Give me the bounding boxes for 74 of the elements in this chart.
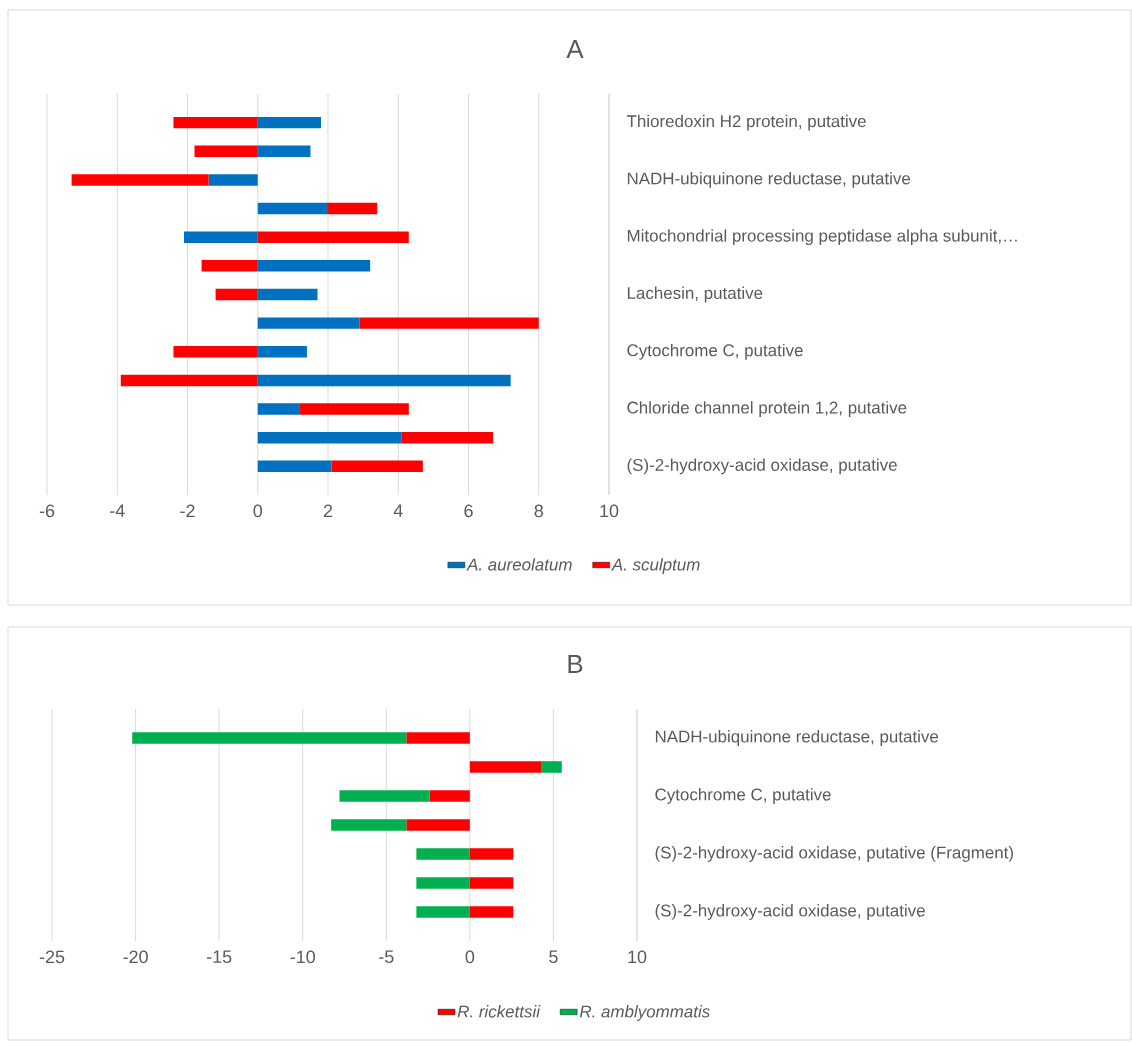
x-tick-label: 6 (464, 504, 473, 518)
y-tick-label: (S)-2-hydroxy-acid oxidase, putative (627, 458, 897, 475)
bar (208, 174, 258, 186)
bar (257, 403, 300, 415)
y-tick-label: (S)-2-hydroxy-acid oxidase, putative (Fragment) (655, 846, 1013, 862)
y-tick-label: Cytochrome C, putative (627, 343, 803, 360)
x-tick-label: -2 (180, 504, 195, 518)
bar (429, 790, 470, 802)
bar (257, 202, 329, 215)
y-tick-label: Chloride channel protein 1,2, putative (627, 401, 907, 417)
bar (299, 403, 409, 415)
bar (359, 317, 539, 329)
bar (257, 288, 318, 301)
bar (328, 202, 378, 215)
bar (331, 819, 407, 831)
bar (257, 145, 311, 157)
x-tick-label: -10 (290, 950, 315, 964)
bar (173, 116, 258, 129)
bar (194, 145, 258, 157)
y-tick-label: Mitochondrial processing peptidase alpha subunit,… (627, 229, 1017, 246)
bar (257, 460, 332, 473)
bar (132, 732, 407, 744)
bar (339, 790, 430, 802)
bar (257, 431, 402, 444)
legend-label: R. rickettsii (457, 1005, 541, 1018)
bar (469, 877, 514, 889)
x-tick-label: 2 (323, 504, 333, 518)
bar (541, 761, 562, 773)
x-tick-label: -6 (39, 504, 55, 518)
bar (416, 906, 470, 918)
x-tick-label: 0 (253, 504, 263, 518)
bar (257, 317, 360, 329)
bar (257, 116, 321, 129)
x-tick-label: 4 (393, 504, 403, 517)
legend-label: A. aureolatum (466, 558, 572, 571)
legend-label: A. sculptum (611, 558, 700, 574)
x-tick-label: -4 (110, 504, 125, 517)
chart-title: B (568, 655, 583, 673)
bar (406, 819, 470, 831)
bar (469, 848, 514, 860)
bar (120, 374, 258, 387)
x-tick-label: -25 (39, 950, 65, 964)
y-tick-label: Thioredoxin H2 protein, putative (626, 114, 866, 131)
bar (201, 260, 258, 272)
chart-title: A (566, 40, 584, 58)
y-tick-label: Cytochrome C, putative (655, 788, 831, 804)
bar (469, 906, 514, 918)
bar (401, 431, 494, 444)
y-tick-label: Lachesin, putative (627, 286, 763, 303)
x-tick-label: 5 (549, 950, 558, 964)
x-tick-label: 10 (628, 950, 647, 964)
x-tick-label: 8 (534, 504, 543, 518)
bar (469, 761, 542, 773)
legend-label: R. amblyommatis (579, 1005, 710, 1021)
bar (416, 848, 470, 860)
bar (406, 732, 470, 744)
bar (71, 174, 209, 186)
y-tick-label: NADH-ubiquinone reductase, putative (655, 730, 939, 746)
bar (215, 288, 258, 301)
x-tick-label: -5 (379, 950, 394, 964)
bar (257, 374, 511, 387)
bar (257, 260, 371, 272)
bar (257, 231, 409, 243)
bar (331, 460, 423, 473)
x-tick-label: 0 (465, 950, 475, 964)
x-tick-label: -15 (206, 950, 232, 964)
bar (173, 346, 258, 358)
y-tick-label: (S)-2-hydroxy-acid oxidase, putative (655, 904, 925, 920)
x-tick-label: 10 (600, 504, 619, 518)
bar (184, 231, 258, 243)
bar (416, 877, 470, 889)
y-tick-label: NADH-ubiquinone reductase, putative (627, 172, 911, 188)
x-tick-label: -20 (123, 950, 148, 964)
bar (257, 346, 307, 358)
